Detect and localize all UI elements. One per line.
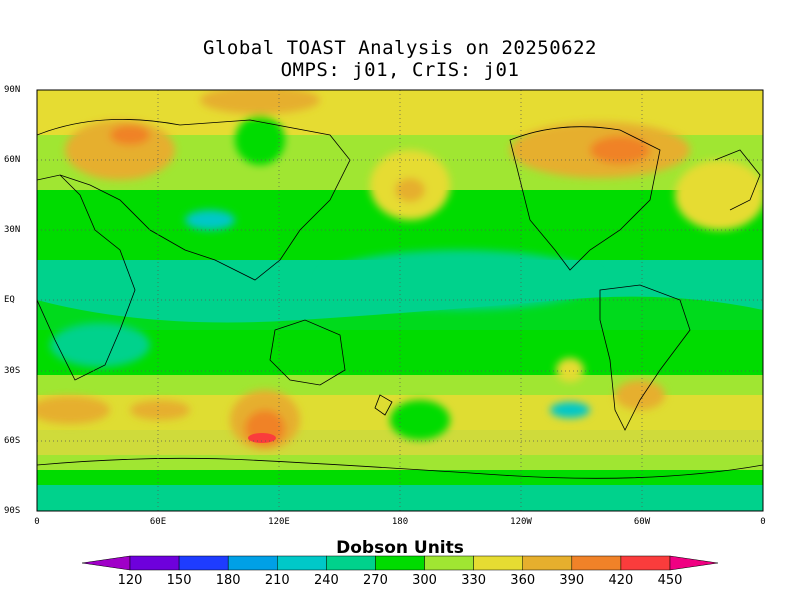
lon-label: 0: [760, 517, 766, 527]
lon-label: 120W: [510, 517, 532, 527]
lon-label: 0: [34, 517, 40, 527]
map-subtitle: OMPS: j01, CrIS: j01: [280, 59, 520, 81]
colorbar-tick-label: 240: [313, 573, 339, 588]
lat-label: EQ: [4, 295, 15, 305]
colorbar-swatch: [571, 555, 622, 571]
colorbar: [81, 555, 719, 571]
lat-label: 90N: [4, 85, 21, 95]
lon-label: 60E: [149, 517, 167, 527]
colorbar-tick-label: 330: [461, 573, 487, 588]
colorbar-tick-label: 180: [215, 573, 241, 588]
colorbar-title: Dobson Units: [336, 538, 464, 558]
colorbar-arrow-high: [669, 555, 719, 571]
colorbar-swatch: [473, 555, 523, 571]
colorbar-tick-label: 360: [510, 573, 536, 588]
colorbar-swatch: [227, 555, 278, 571]
lon-label: 120E: [268, 517, 290, 527]
graticule: [37, 90, 763, 511]
colorbar-swatch: [620, 555, 671, 571]
lat-label: 60S: [4, 436, 21, 446]
colorbar-tick-label: 120: [117, 573, 143, 588]
coastlines: [37, 118, 763, 479]
lat-label: 60N: [4, 155, 21, 165]
lat-label: 90S: [4, 506, 21, 516]
colorbar-tick-label: 300: [412, 573, 437, 588]
lon-label: 180: [391, 517, 409, 527]
colorbar-tick-label: 390: [559, 573, 585, 588]
colorbar-swatch: [277, 555, 327, 571]
colorbar-swatch: [522, 555, 573, 571]
colorbar-tick-label: 210: [264, 573, 290, 588]
colorbar-tick-label: 450: [657, 573, 683, 588]
lat-label: 30S: [4, 366, 21, 376]
colorbar-arrow-low: [81, 555, 131, 571]
lon-label: 60W: [633, 517, 651, 527]
colorbar-tick-label: 150: [166, 573, 192, 588]
colorbar-swatch: [424, 555, 474, 571]
ozone-field: [37, 90, 763, 511]
lat-label: 30N: [4, 225, 21, 235]
colorbar-tick-label: 270: [363, 573, 388, 588]
colorbar-swatch: [178, 555, 229, 571]
colorbar-swatch: [375, 555, 425, 571]
colorbar-tick-label: 420: [608, 573, 634, 588]
map-title: Global TOAST Analysis on 20250622: [203, 37, 597, 59]
colorbar-swatch: [129, 555, 180, 571]
map-frame: [36, 89, 764, 512]
colorbar-swatch: [326, 555, 376, 571]
